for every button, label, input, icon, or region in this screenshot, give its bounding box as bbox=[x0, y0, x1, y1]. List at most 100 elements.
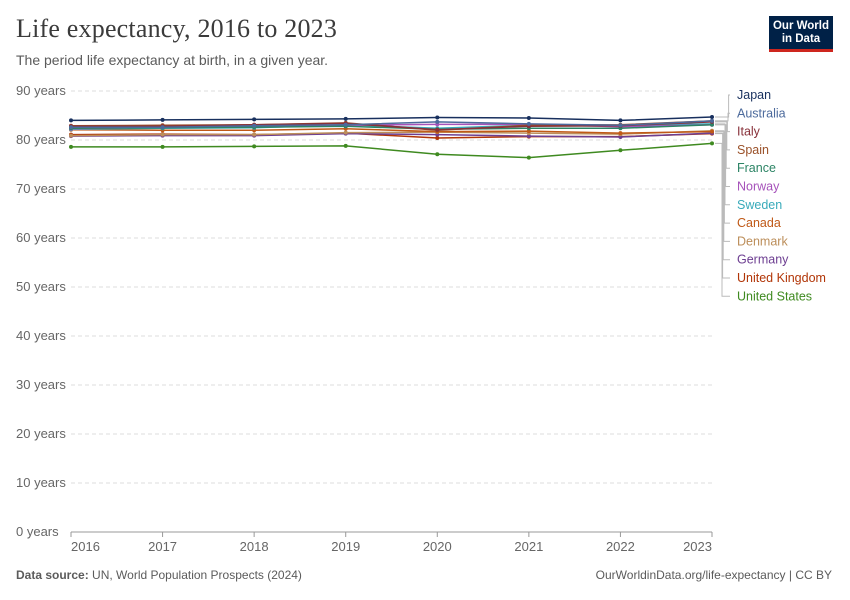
y-tick-label: 40 years bbox=[16, 328, 66, 343]
legend-connector bbox=[715, 131, 730, 224]
series-australia[interactable] bbox=[69, 118, 714, 130]
data-point[interactable] bbox=[710, 122, 714, 127]
legend-item-japan[interactable]: Japan bbox=[737, 88, 771, 102]
y-tick-label: 60 years bbox=[16, 230, 66, 245]
y-tick-label: 30 years bbox=[16, 377, 66, 392]
series-lines[interactable] bbox=[69, 114, 714, 160]
data-point[interactable] bbox=[160, 117, 165, 122]
legend-item-norway[interactable]: Norway bbox=[737, 180, 780, 194]
data-point[interactable] bbox=[160, 144, 165, 149]
series-japan[interactable] bbox=[69, 114, 714, 123]
data-point[interactable] bbox=[435, 127, 440, 132]
y-tick-label: 90 years bbox=[16, 83, 66, 98]
series-line[interactable] bbox=[70, 132, 713, 138]
data-source-label: Data source: bbox=[16, 568, 89, 582]
x-axis: 2016 2017 2018 2019 2020 2021 2022 2023 bbox=[70, 531, 713, 554]
legend-item-australia[interactable]: Australia bbox=[737, 106, 786, 120]
data-source-text[interactable]: UN, World Population Prospects (2024) bbox=[92, 568, 302, 582]
legend[interactable]: Japan Australia Italy Spain France Norway Swed… bbox=[737, 88, 826, 303]
x-tick-label: 2021 bbox=[514, 539, 543, 554]
data-point[interactable] bbox=[69, 125, 73, 130]
data-point[interactable] bbox=[526, 134, 531, 139]
data-point[interactable] bbox=[343, 122, 348, 127]
data-point[interactable] bbox=[69, 144, 73, 149]
legend-item-italy[interactable]: Italy bbox=[737, 125, 761, 139]
data-point[interactable] bbox=[252, 144, 257, 149]
legend-item-france[interactable]: France bbox=[737, 161, 776, 175]
legend-connector bbox=[715, 124, 730, 187]
data-point[interactable] bbox=[252, 117, 257, 122]
series-line[interactable] bbox=[70, 129, 713, 137]
data-point[interactable] bbox=[526, 115, 531, 120]
series-line[interactable] bbox=[71, 142, 713, 159]
chart-subtitle: The period life expectancy at birth, in … bbox=[16, 52, 329, 68]
data-point[interactable] bbox=[343, 143, 348, 148]
legend-connector bbox=[715, 121, 730, 133]
y-tick-label: 20 years bbox=[16, 426, 66, 441]
x-tick-label: 2023 bbox=[683, 539, 712, 554]
legend-connector bbox=[715, 133, 730, 279]
data-point[interactable] bbox=[252, 132, 257, 137]
legend-item-denmark[interactable]: Denmark bbox=[737, 234, 788, 248]
data-point[interactable] bbox=[618, 148, 623, 153]
data-point[interactable] bbox=[435, 119, 440, 124]
x-tick-label: 2020 bbox=[423, 539, 452, 554]
credit-link[interactable]: OurWorldinData.org/life-expectancy | CC … bbox=[595, 568, 832, 582]
series-line[interactable] bbox=[71, 120, 713, 129]
data-point[interactable] bbox=[69, 133, 73, 138]
data-point[interactable] bbox=[618, 118, 623, 123]
data-point[interactable] bbox=[618, 123, 623, 128]
series-line[interactable] bbox=[70, 127, 713, 134]
grid-lines bbox=[71, 90, 712, 484]
logo-line-2: in Data bbox=[781, 33, 821, 45]
x-tick-label: 2016 bbox=[71, 539, 100, 554]
data-point[interactable] bbox=[526, 129, 531, 134]
y-tick-label: 50 years bbox=[16, 279, 66, 294]
data-point[interactable] bbox=[435, 115, 440, 120]
legend-item-spain[interactable]: Spain bbox=[737, 143, 769, 157]
legend-connector bbox=[715, 142, 730, 297]
x-tick-label: 2022 bbox=[606, 539, 635, 554]
data-point[interactable] bbox=[435, 152, 440, 157]
data-point[interactable] bbox=[69, 118, 73, 123]
legend-connector bbox=[715, 123, 730, 206]
legend-item-canada[interactable]: Canada bbox=[737, 216, 781, 230]
data-point[interactable] bbox=[343, 130, 348, 135]
data-point[interactable] bbox=[618, 131, 623, 136]
data-point[interactable] bbox=[343, 116, 348, 121]
legend-connector bbox=[715, 130, 730, 242]
data-point[interactable] bbox=[710, 141, 714, 146]
owid-logo[interactable]: Our World in Data bbox=[769, 16, 833, 52]
data-point[interactable] bbox=[252, 123, 257, 128]
data-point[interactable] bbox=[710, 114, 714, 119]
data-point[interactable] bbox=[526, 155, 531, 160]
x-tick-label: 2018 bbox=[240, 539, 269, 554]
data-point[interactable] bbox=[710, 129, 714, 134]
data-point[interactable] bbox=[160, 125, 165, 130]
y-tick-label: 10 years bbox=[16, 475, 66, 490]
x-tick-label: 2017 bbox=[148, 539, 177, 554]
legend-connector bbox=[715, 120, 730, 151]
legend-item-united-states[interactable]: United States bbox=[737, 289, 812, 303]
y-tick-label: 80 years bbox=[16, 132, 66, 147]
y-tick-label: 0 years bbox=[16, 524, 59, 539]
series-line[interactable] bbox=[71, 121, 713, 131]
data-point[interactable] bbox=[618, 135, 623, 140]
data-point[interactable] bbox=[160, 132, 165, 137]
legend-item-germany[interactable]: Germany bbox=[737, 253, 789, 267]
legend-item-united-kingdom[interactable]: United Kingdom bbox=[737, 271, 826, 285]
logo-line-1: Our World bbox=[772, 20, 829, 32]
legend-connector bbox=[715, 94, 730, 118]
chart-title: Life expectancy, 2016 to 2023 bbox=[16, 14, 338, 43]
y-tick-label: 70 years bbox=[16, 181, 66, 196]
data-point[interactable] bbox=[526, 121, 531, 126]
legend-item-sweden[interactable]: Sweden bbox=[737, 198, 782, 212]
x-tick-label: 2019 bbox=[331, 539, 360, 554]
series-united-states[interactable] bbox=[69, 141, 714, 160]
data-point[interactable] bbox=[435, 136, 440, 141]
data-point[interactable] bbox=[710, 118, 714, 123]
legend-connectors bbox=[715, 94, 730, 297]
series-line[interactable] bbox=[70, 116, 713, 122]
y-axis-ticks: 0 years 10 years 20 years 30 years 40 years 5… bbox=[16, 83, 66, 539]
